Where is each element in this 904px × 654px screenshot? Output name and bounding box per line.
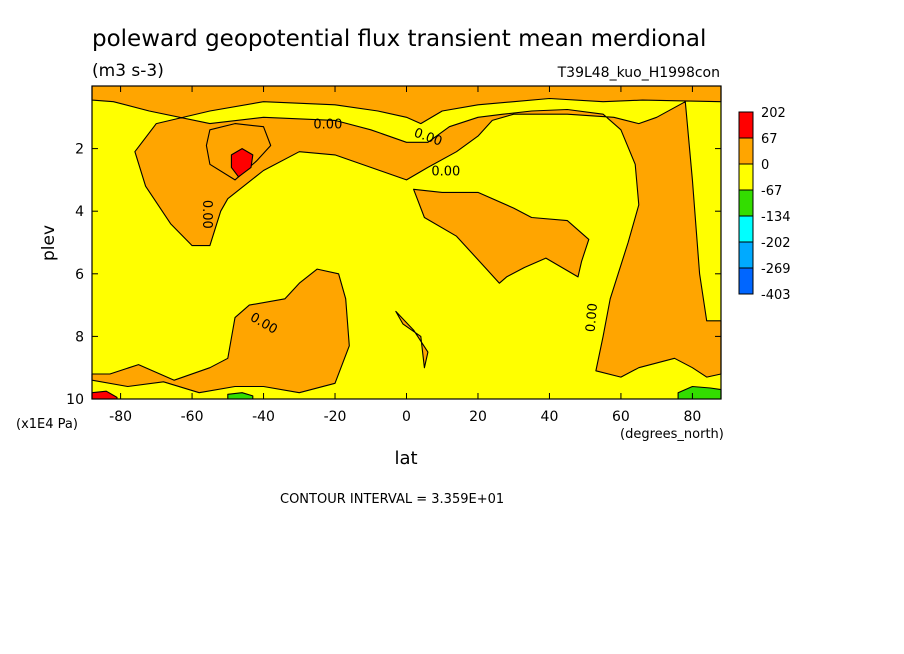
x-tick-label: 0 [402, 409, 411, 425]
contour-region-4 [395, 310, 429, 369]
x-tick-label: 20 [469, 409, 487, 425]
zero-contour-label: 0.00 [431, 165, 460, 180]
contour-region-6 [230, 148, 254, 178]
chart-title: poleward geopotential flux transient mea… [92, 26, 706, 52]
colorbar-swatch [738, 163, 754, 191]
chart-units: (m3 s-3) [92, 61, 164, 81]
contour-region-8 [227, 392, 254, 400]
plot-area: 0.000.000.000.000.00 0.00 -80 -60 -40 -20 0 20… [66, 85, 722, 425]
colorbar-swatch [738, 267, 754, 295]
colorbar-level-label: -403 [761, 288, 791, 303]
colorbar-swatch [738, 111, 754, 139]
x-tick-label: 60 [612, 409, 630, 425]
contour-interval: CONTOUR INTERVAL = 3.359E+01 [280, 492, 504, 507]
colorbar-level-label: -67 [761, 184, 782, 199]
zero-contour-label: 0.00 [199, 200, 214, 229]
colorbar-swatch [738, 241, 754, 269]
colorbar-level-label: 67 [761, 132, 778, 147]
x-tick-label: 80 [683, 409, 701, 425]
y-tick-label: 2 [75, 142, 84, 158]
y-tick-label: 4 [75, 204, 84, 220]
x-tick-label: 40 [541, 409, 559, 425]
zero-contour-label: 0.00 [313, 118, 342, 133]
colorbar-swatch [738, 215, 754, 243]
colorbar-level-label: -134 [761, 210, 791, 225]
colorbar-level-label: -269 [761, 262, 791, 277]
y-units-label: (x1E4 Pa) [16, 417, 78, 432]
run-label: T39L48_kuo_H1998con [557, 65, 720, 81]
contour-region-1 [91, 268, 350, 394]
x-units-label: (degrees_north) [620, 427, 724, 442]
colorbar-level-label: 0 [761, 158, 769, 173]
x-tick-label: -80 [109, 409, 132, 425]
x-axis-label: lat [394, 448, 417, 469]
y-tick-label: 6 [75, 267, 84, 283]
colorbar-level-label: -202 [761, 236, 791, 251]
colorbar-level-label: 202 [761, 106, 786, 121]
y-tick-label: 8 [75, 329, 84, 345]
colorbar-swatch [738, 189, 754, 217]
y-axis-label: plev [39, 225, 59, 261]
colorbar: 202 67 0 -67 -134 -202 -269 -403 [738, 106, 791, 303]
contour-region-3 [413, 188, 590, 284]
zero-contour-label: 0.00 [584, 303, 601, 333]
colorbar-swatch [738, 137, 754, 165]
x-tick-label: -20 [324, 409, 347, 425]
y-tick-label: 10 [66, 392, 84, 408]
x-tick-label: -40 [252, 409, 275, 425]
x-tick-label: -60 [181, 409, 204, 425]
